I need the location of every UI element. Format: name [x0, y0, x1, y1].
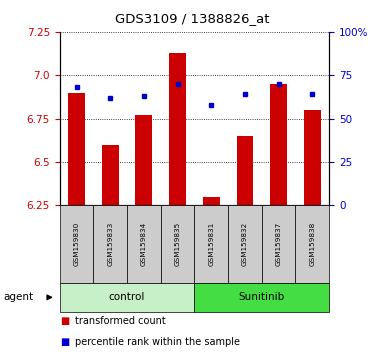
Text: GSM159830: GSM159830 — [74, 222, 80, 266]
Text: ■: ■ — [60, 316, 69, 326]
Bar — [304, 110, 321, 205]
Text: GSM159838: GSM159838 — [309, 222, 315, 266]
Text: percentile rank within the sample: percentile rank within the sample — [75, 337, 240, 347]
Bar — [236, 136, 253, 205]
Text: Sunitinib: Sunitinib — [239, 292, 285, 302]
Text: GDS3109 / 1388826_at: GDS3109 / 1388826_at — [115, 12, 270, 25]
Bar — [102, 144, 119, 205]
Text: GSM159831: GSM159831 — [208, 222, 214, 266]
Bar — [270, 84, 287, 205]
Bar — [68, 92, 85, 205]
Text: GSM159837: GSM159837 — [276, 222, 282, 266]
Bar — [203, 196, 220, 205]
Bar — [169, 53, 186, 205]
Bar — [136, 115, 152, 205]
Text: transformed count: transformed count — [75, 316, 166, 326]
Text: GSM159833: GSM159833 — [107, 222, 113, 266]
Text: GSM159835: GSM159835 — [174, 222, 181, 266]
Text: ■: ■ — [60, 337, 69, 347]
Text: GSM159834: GSM159834 — [141, 222, 147, 266]
Text: GSM159832: GSM159832 — [242, 222, 248, 266]
Text: control: control — [109, 292, 145, 302]
Text: agent: agent — [4, 292, 34, 302]
